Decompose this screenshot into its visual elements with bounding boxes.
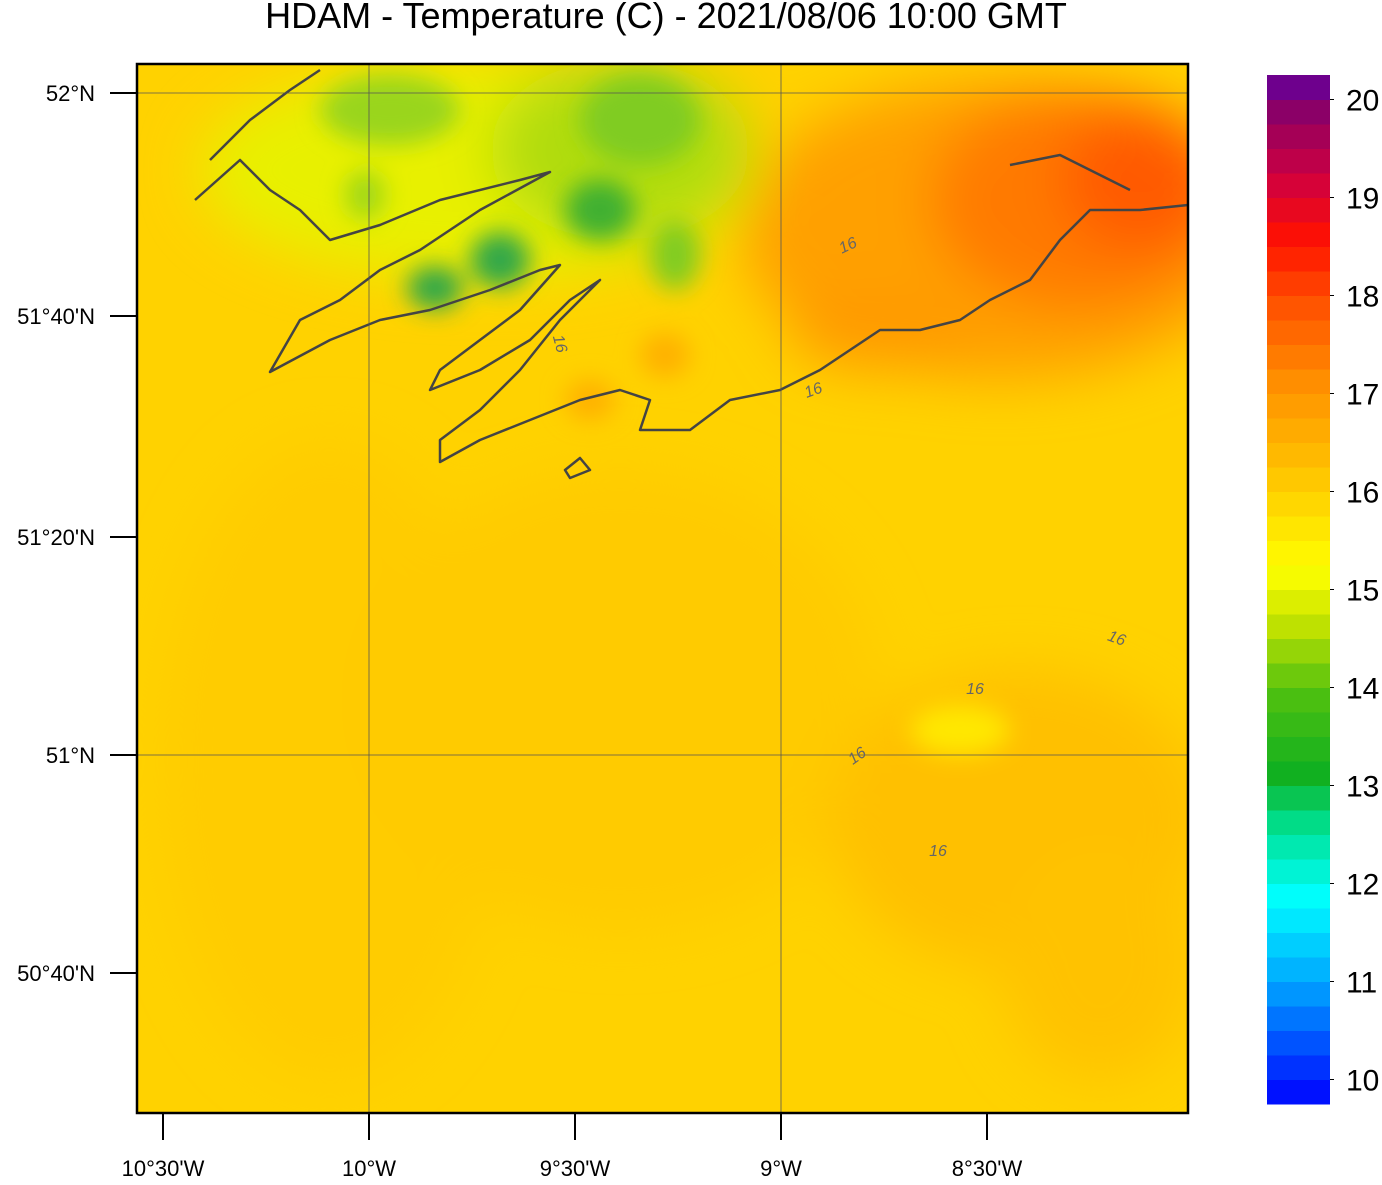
colorbar-band	[1267, 442, 1330, 468]
colorbar-band	[1267, 663, 1330, 688]
lat-label: 51°40'N	[17, 304, 95, 329]
colorbar-label: 11	[1346, 967, 1377, 1000]
colorbar-band	[1267, 344, 1330, 370]
colorbar-label: 20	[1346, 85, 1379, 118]
colorbar-band	[1267, 565, 1330, 590]
colorbar-band	[1267, 957, 1330, 982]
colorbar-band	[1267, 932, 1330, 958]
colorbar-band	[1267, 516, 1330, 541]
colorbar-band	[1267, 761, 1330, 786]
contour-label: 16	[836, 234, 859, 257]
colorbar-band	[1267, 173, 1330, 198]
colorbar-band	[1267, 75, 1330, 100]
colorbar-band	[1267, 810, 1330, 835]
colorbar-band	[1267, 491, 1330, 517]
colorbar-band	[1267, 589, 1330, 615]
map-frame	[135, 62, 1190, 1115]
lon-label: 9°W	[760, 1156, 802, 1180]
lat-label: 51°N	[46, 743, 95, 768]
lon-label: 9°30'W	[540, 1156, 611, 1180]
colorbar-band	[1267, 908, 1330, 933]
title: HDAM - Temperature (C) - 2021/08/06 10:0…	[265, 0, 1067, 36]
colorbar-label: 13	[1346, 771, 1379, 804]
colorbar-band	[1267, 834, 1330, 860]
lon-label: 8°30'W	[952, 1156, 1023, 1180]
colorbar-band	[1267, 99, 1330, 125]
colorbar-band	[1267, 540, 1330, 566]
colorbar-band	[1267, 369, 1330, 394]
lat-label: 51°20'N	[17, 525, 95, 550]
colorbar-band	[1267, 859, 1330, 884]
lon-label: 10°W	[342, 1156, 396, 1180]
contour-label: 16	[929, 843, 947, 860]
colorbar-band	[1267, 1030, 1330, 1056]
colorbar-band	[1267, 271, 1330, 296]
colorbar-band	[1267, 736, 1330, 762]
colorbar-label: 12	[1346, 869, 1379, 902]
colorbar: 10 11 12 13 14 15 16 17 18 19 20	[1267, 75, 1379, 1105]
colorbar-label: 19	[1346, 183, 1379, 216]
colorbar-label: 10	[1346, 1065, 1379, 1098]
colorbar-band	[1267, 246, 1330, 272]
colorbar-band	[1267, 467, 1330, 492]
colorbar-band	[1267, 712, 1330, 737]
colorbar-band	[1267, 883, 1330, 909]
colorbar-band	[1267, 1006, 1330, 1031]
colorbar-band	[1267, 222, 1330, 247]
colorbar-band	[1267, 124, 1330, 149]
colorbar-band	[1267, 981, 1330, 1007]
colorbar-band	[1267, 1079, 1330, 1105]
colorbar-band	[1267, 320, 1330, 345]
colorbar-label: 17	[1346, 379, 1379, 412]
contour-label: 16	[549, 333, 570, 355]
contour-label: 16	[1105, 628, 1128, 650]
colorbar-band	[1267, 418, 1330, 443]
colorbar-label: 18	[1346, 281, 1379, 314]
colorbar-band	[1267, 197, 1330, 223]
axis-labels: 52°N 51°40'N 51°20'N 51°N 50°40'N 10°30'W 10°W…	[17, 81, 1128, 1181]
colorbar-band	[1267, 148, 1330, 174]
colorbar-band	[1267, 785, 1330, 811]
lat-label: 50°40'N	[17, 961, 95, 986]
contour-label: 16	[802, 380, 825, 402]
colorbar-label: 14	[1346, 673, 1379, 706]
colorbar-label: 16	[1346, 477, 1379, 510]
lon-label: 10°30'W	[122, 1156, 205, 1180]
colorbar-band	[1267, 1055, 1330, 1080]
colorbar-band	[1267, 638, 1330, 664]
temperature-field	[137, 64, 1188, 1113]
colorbar-band	[1267, 687, 1330, 713]
colorbar-band	[1267, 614, 1330, 639]
colorbar-label: 15	[1346, 575, 1379, 608]
colorbar-band	[1267, 393, 1330, 419]
colorbar-band	[1267, 295, 1330, 321]
lat-label: 52°N	[46, 81, 95, 106]
contour-label: 16	[966, 681, 984, 698]
